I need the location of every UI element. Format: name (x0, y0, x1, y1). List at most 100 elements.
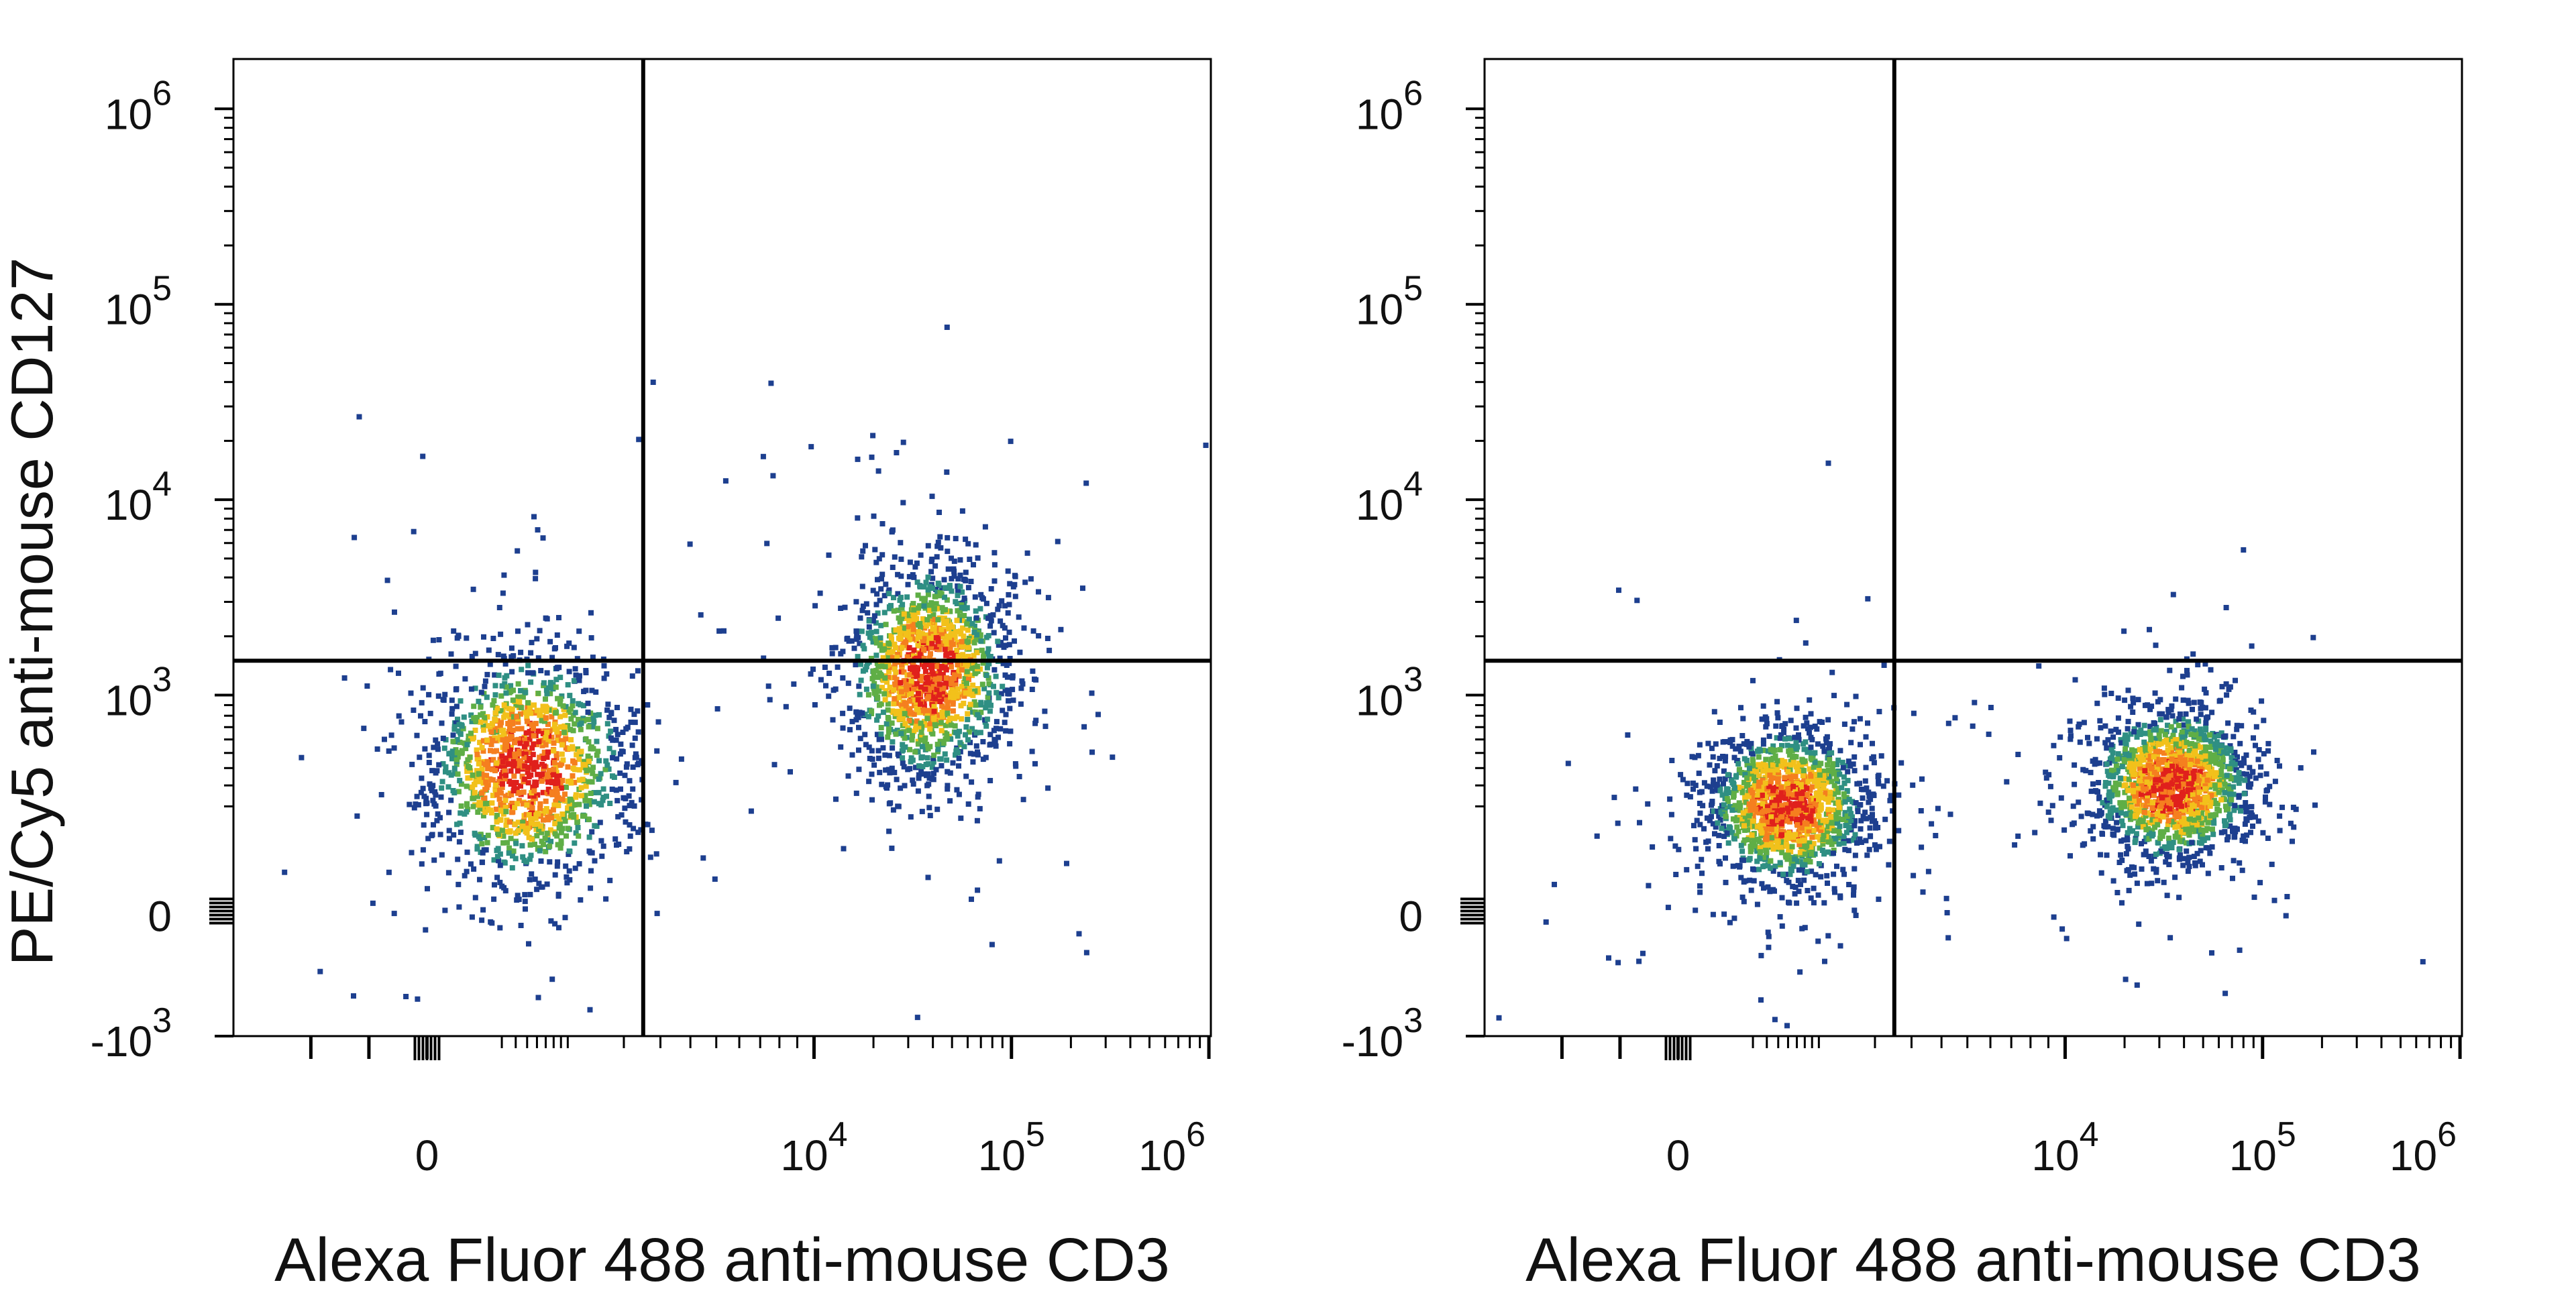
event-dot (433, 792, 439, 798)
event-dot (532, 842, 537, 847)
event-dot (476, 755, 482, 761)
event-dot (965, 585, 971, 591)
event-dot (418, 789, 424, 795)
x-tick-label: 105 (978, 1115, 1045, 1180)
event-dot (494, 760, 500, 766)
event-dot (570, 728, 576, 734)
event-dot (1754, 792, 1760, 798)
event-dot (1821, 773, 1827, 779)
event-dot (538, 823, 544, 829)
event-dot (463, 746, 469, 752)
event-dot (883, 581, 889, 587)
event-dot (2134, 881, 2140, 887)
event-dot (1851, 768, 1858, 774)
event-dot (2107, 809, 2113, 815)
event-dot (1811, 841, 1817, 847)
event-dot (878, 586, 884, 592)
event-dot (607, 877, 613, 883)
event-dot (1796, 732, 1801, 738)
event-dot (849, 638, 855, 644)
event-dot (494, 813, 500, 818)
event-dot (1715, 781, 1721, 787)
event-dot (468, 730, 474, 736)
event-dot (1005, 610, 1011, 616)
event-dot (1767, 773, 1773, 778)
event-dot (553, 770, 559, 776)
event-dot (978, 638, 984, 644)
event-dot (1729, 736, 1735, 742)
event-dot (1695, 863, 1701, 869)
event-dot (1825, 799, 1831, 805)
event-dot (1693, 846, 1699, 852)
event-dot (531, 726, 536, 732)
event-dot (863, 543, 868, 549)
event-dot (858, 677, 864, 683)
event-dot (563, 703, 569, 710)
event-dot (1751, 801, 1757, 807)
event-dot (544, 754, 550, 760)
event-dot (975, 794, 981, 800)
event-dot (879, 673, 885, 679)
event-dot (1836, 830, 1842, 836)
event-dot (880, 655, 886, 661)
event-dot (874, 732, 880, 738)
event-dot (999, 598, 1005, 604)
event-dot (1814, 783, 1820, 789)
event-dot (858, 661, 863, 667)
event-dot (1821, 833, 1827, 838)
event-dot (1769, 799, 1775, 805)
event-dot (1820, 795, 1825, 801)
event-dot (1749, 832, 1755, 838)
event-dot (1822, 958, 1827, 964)
event-dot (1788, 868, 1794, 874)
event-dot (1807, 766, 1813, 772)
event-dot (435, 693, 441, 699)
event-dot (439, 785, 445, 791)
event-dot (2231, 807, 2237, 813)
event-dot (1738, 705, 1743, 711)
event-dot (1817, 772, 1823, 778)
event-dot (853, 662, 859, 668)
event-dot (499, 753, 505, 759)
event-dot (2151, 866, 2157, 872)
event-dot (1844, 788, 1850, 794)
event-dot (606, 746, 612, 752)
event-dot (458, 731, 464, 737)
event-dot (1833, 776, 1839, 782)
event-dot (924, 716, 930, 722)
event-dot (451, 752, 458, 758)
event-dot (1625, 732, 1631, 738)
event-dot (2211, 797, 2217, 803)
event-dot (498, 817, 504, 823)
event-dot (1857, 781, 1862, 787)
event-dot (635, 708, 641, 714)
event-dot (515, 828, 521, 834)
event-dot (1849, 799, 1856, 805)
event-dot (553, 751, 559, 757)
event-dot (618, 741, 624, 747)
event-dot (2121, 756, 2127, 762)
event-dot (620, 730, 626, 735)
event-dot (1717, 784, 1723, 790)
event-dot (907, 708, 913, 714)
event-dot (947, 715, 953, 721)
event-dot (1876, 779, 1882, 785)
event-dot (1793, 764, 1799, 770)
event-dot (1767, 889, 1773, 895)
event-dot (559, 724, 566, 730)
event-dot (647, 854, 653, 860)
event-dot (2032, 830, 2038, 836)
event-dot (577, 673, 582, 679)
event-dot (570, 773, 576, 779)
event-dot (948, 694, 954, 700)
event-dot (356, 414, 362, 420)
event-dot (887, 650, 893, 656)
event-dot (535, 655, 541, 661)
event-dot (1805, 817, 1811, 823)
event-dot (470, 736, 476, 742)
event-dot (472, 728, 478, 733)
event-dot (838, 606, 844, 611)
event-dot (1044, 636, 1051, 641)
event-dot (991, 630, 997, 636)
event-dot (509, 669, 515, 675)
